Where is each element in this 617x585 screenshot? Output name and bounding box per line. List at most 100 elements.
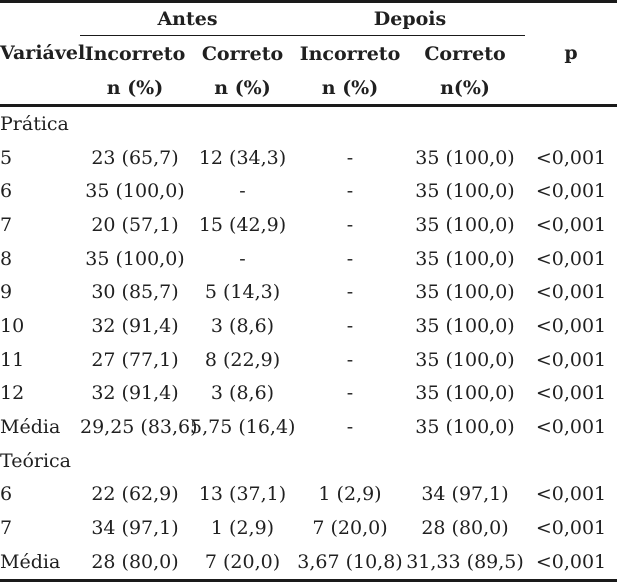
data-cell: 5 (14,3): [204, 281, 281, 304]
row-label: 7: [0, 213, 13, 236]
data-cell: 28 (80,0): [421, 517, 509, 540]
data-cell: -: [346, 146, 354, 169]
data-cell: 13 (37,1): [198, 483, 287, 506]
table-row: 8 35 (100,0) - - 35 (100,0) <0,001: [0, 242, 617, 276]
table-row: 6 22 (62,9) 13 (37,1) 1 (2,9) 34 (97,1) <0,00…: [0, 478, 617, 512]
table-row: 6 35 (100,0) - - 35 (100,0) <0,001: [0, 174, 617, 208]
data-cell: -: [346, 180, 354, 203]
data-cell: 35 (100,0): [415, 180, 515, 203]
row-label: 5: [0, 146, 13, 169]
data-cell: 35 (100,0): [415, 281, 515, 304]
section-title: Teórica: [0, 449, 72, 472]
data-cell: 35 (100,0): [415, 247, 515, 270]
table-row: 11 27 (77,1) 8 (22,9) - 35 (100,0) <0,001: [0, 343, 617, 377]
data-cell: 35 (100,0): [415, 213, 515, 236]
data-cell: 23 (65,7): [91, 146, 179, 169]
empty-header-cell: [0, 71, 80, 107]
data-cell: 7 (20,0): [312, 517, 388, 540]
data-cell: 30 (85,7): [91, 281, 179, 304]
data-cell: -: [346, 416, 354, 439]
subheader-n-pct-2: n (%): [190, 71, 295, 107]
data-cell: 35 (100,0): [85, 247, 185, 270]
data-cell: 3 (8,6): [210, 382, 275, 405]
table-row: 9 30 (85,7) 5 (14,3) - 35 (100,0) <0,001: [0, 275, 617, 309]
row-label: 7: [0, 517, 13, 540]
row-label: 8: [0, 247, 13, 270]
p-value-cell: <0,001: [535, 281, 607, 304]
row-label: 12: [0, 382, 25, 405]
data-cell: 20 (57,1): [91, 213, 179, 236]
data-cell: -: [346, 281, 354, 304]
data-cell: 27 (77,1): [91, 348, 179, 371]
data-cell: 35 (100,0): [415, 348, 515, 371]
data-cell: 29,25 (83,6): [80, 416, 198, 439]
table-row: 7 34 (97,1) 1 (2,9) 7 (20,0) 28 (80,0) <0,001: [0, 511, 617, 545]
table-row: 5 23 (65,7) 12 (34,3) - 35 (100,0) <0,001: [0, 141, 617, 175]
data-cell: 3 (8,6): [210, 314, 275, 337]
column-header-variavel: Variável: [0, 42, 86, 65]
data-cell: 32 (91,4): [91, 314, 179, 337]
data-cell: 35 (100,0): [415, 314, 515, 337]
p-value-cell: <0,001: [535, 247, 607, 270]
row-label: Média: [0, 416, 61, 439]
table-row: 10 32 (91,4) 3 (8,6) - 35 (100,0) <0,001: [0, 309, 617, 343]
row-label: 10: [0, 314, 25, 337]
column-header-antes-incorreto: Incorreto: [84, 42, 186, 65]
column-header-antes-correto: Correto: [201, 42, 284, 65]
data-cell: -: [346, 213, 354, 236]
section-row: Prática: [0, 106, 617, 141]
row-label: Média: [0, 550, 61, 573]
p-value-cell: <0,001: [535, 348, 607, 371]
data-cell: 5,75 (16,4): [190, 416, 296, 439]
data-cell: 35 (100,0): [415, 146, 515, 169]
subheader-n-pct-3: n (%): [295, 71, 405, 107]
table-header: Antes Depois Variável Incorreto Correto …: [0, 1, 617, 107]
data-cell: 35 (100,0): [85, 180, 185, 203]
subheader-row: n (%) n (%) n (%) n(%): [0, 71, 617, 107]
p-value-cell: <0,001: [535, 517, 607, 540]
column-header-row: Variável Incorreto Correto Incorreto Cor…: [0, 36, 617, 72]
p-value-cell: <0,001: [535, 382, 607, 405]
row-label: 6: [0, 180, 13, 203]
column-group-depois: Depois: [295, 1, 525, 36]
p-value-cell: <0,001: [535, 213, 607, 236]
data-cell: -: [346, 314, 354, 337]
p-value-cell: <0,001: [535, 483, 607, 506]
column-group-row: Antes Depois: [0, 1, 617, 36]
data-cell: -: [239, 180, 246, 203]
data-cell: 15 (42,9): [198, 213, 287, 236]
column-header-depois-correto: Correto: [424, 42, 506, 65]
table-row: Média 28 (80,0) 7 (20,0) 3,67 (10,8) 31,33 (…: [0, 545, 617, 580]
table-body: Prática 5 23 (65,7) 12 (34,3) - 35 (100,0) <0,…: [0, 106, 617, 581]
table-row: 12 32 (91,4) 3 (8,6) - 35 (100,0) <0,001: [0, 377, 617, 411]
empty-header-cell: [0, 2, 80, 36]
data-cell: 34 (97,1): [91, 517, 179, 540]
data-cell: 1 (2,9): [318, 483, 382, 506]
data-cell: 28 (80,0): [91, 550, 179, 573]
data-cell: 35 (100,0): [415, 416, 515, 439]
table-row: 7 20 (57,1) 15 (42,9) - 35 (100,0) <0,001: [0, 208, 617, 242]
section-row: Teórica: [0, 444, 617, 478]
data-cell: -: [346, 247, 354, 270]
section-title: Prática: [0, 112, 69, 135]
data-cell: -: [346, 382, 354, 405]
data-cell: 35 (100,0): [415, 382, 515, 405]
p-value-cell: <0,001: [535, 550, 607, 573]
p-value-cell: <0,001: [535, 146, 607, 169]
row-label: 9: [0, 281, 13, 304]
data-cell: 8 (22,9): [204, 348, 281, 371]
data-cell: 3,67 (10,8): [297, 550, 403, 573]
data-cell: -: [239, 247, 246, 270]
empty-header-cell: [525, 2, 617, 36]
subheader-n-pct-1: n (%): [80, 71, 190, 107]
p-value-cell: <0,001: [535, 416, 607, 439]
data-cell: 32 (91,4): [91, 382, 179, 405]
p-value-cell: <0,001: [535, 314, 607, 337]
data-cell: -: [346, 348, 354, 371]
data-cell: 12 (34,3): [198, 146, 287, 169]
data-cell: 1 (2,9): [210, 517, 275, 540]
empty-header-cell: [525, 71, 617, 107]
table-row: Média 29,25 (83,6) 5,75 (16,4) - 35 (100,0) <…: [0, 410, 617, 444]
